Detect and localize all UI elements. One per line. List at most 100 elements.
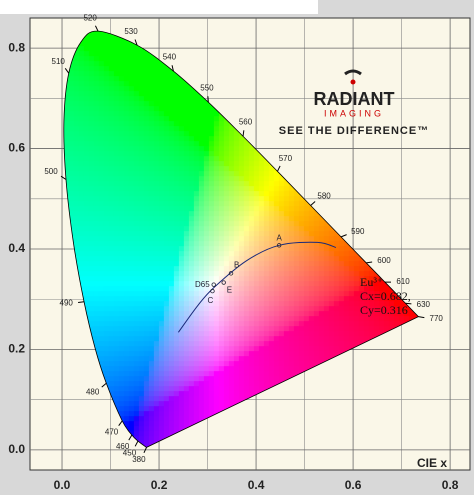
color-cell — [93, 51, 100, 57]
color-cell — [153, 256, 160, 262]
color-cell — [158, 351, 165, 357]
color-cell — [213, 311, 220, 317]
color-cell — [313, 211, 320, 217]
color-cell — [223, 361, 230, 367]
color-cell — [108, 291, 115, 297]
color-cell — [83, 266, 90, 272]
color-cell — [233, 266, 240, 272]
top-strip — [0, 0, 318, 14]
color-cell — [113, 321, 120, 327]
color-cell — [108, 271, 115, 277]
color-cell — [133, 126, 140, 132]
color-cell — [123, 181, 130, 187]
color-cell — [93, 176, 100, 182]
color-cell — [248, 361, 255, 367]
color-cell — [313, 361, 320, 367]
color-cell — [263, 266, 270, 272]
color-cell — [273, 191, 280, 197]
color-cell — [303, 276, 310, 282]
color-cell — [133, 151, 140, 157]
color-cell — [298, 206, 305, 212]
color-cell — [238, 341, 245, 347]
color-cell — [288, 186, 295, 192]
color-cell — [153, 66, 160, 72]
color-cell — [173, 256, 180, 262]
color-cell — [233, 131, 240, 137]
color-cell — [178, 101, 185, 107]
color-cell — [228, 256, 235, 262]
color-cell — [158, 256, 165, 262]
color-cell — [218, 166, 225, 172]
color-cell — [208, 246, 215, 252]
color-cell — [143, 276, 150, 282]
color-cell — [173, 286, 180, 292]
color-cell — [108, 331, 115, 337]
color-cell — [308, 206, 315, 212]
color-cell — [353, 331, 360, 337]
color-cell — [148, 331, 155, 337]
color-cell — [68, 206, 75, 212]
color-cell — [163, 71, 170, 77]
color-cell — [248, 281, 255, 287]
color-cell — [78, 91, 85, 97]
color-cell — [193, 326, 200, 332]
color-cell — [163, 166, 170, 172]
color-cell — [278, 251, 285, 257]
color-cell — [198, 141, 205, 147]
color-cell — [163, 161, 170, 167]
color-cell — [103, 61, 110, 67]
color-cell — [133, 166, 140, 172]
color-cell — [303, 231, 310, 237]
color-cell — [238, 226, 245, 232]
color-cell — [328, 311, 335, 317]
color-cell — [153, 336, 160, 342]
color-cell — [303, 221, 310, 227]
color-cell — [243, 301, 250, 307]
color-cell — [248, 371, 255, 377]
color-cell — [323, 246, 330, 252]
color-cell — [193, 271, 200, 277]
color-cell — [133, 56, 140, 62]
color-cell — [143, 206, 150, 212]
color-cell — [73, 246, 80, 252]
color-cell — [313, 306, 320, 312]
color-cell — [208, 141, 215, 147]
color-cell — [233, 231, 240, 237]
color-cell — [173, 361, 180, 367]
color-cell — [353, 286, 360, 292]
color-cell — [118, 136, 125, 142]
color-cell — [173, 296, 180, 302]
color-cell — [218, 146, 225, 152]
color-cell — [308, 336, 315, 342]
color-cell — [168, 221, 175, 227]
color-cell — [253, 326, 260, 332]
color-cell — [148, 66, 155, 72]
color-cell — [133, 61, 140, 67]
color-cell — [178, 96, 185, 102]
color-cell — [288, 336, 295, 342]
color-cell — [183, 366, 190, 372]
color-cell — [163, 76, 170, 82]
color-cell — [98, 131, 105, 137]
color-cell — [168, 106, 175, 112]
color-cell — [98, 76, 105, 82]
color-cell — [193, 231, 200, 237]
color-cell — [238, 276, 245, 282]
color-cell — [313, 301, 320, 307]
color-cell — [233, 331, 240, 337]
color-cell — [138, 166, 145, 172]
color-cell — [343, 281, 350, 287]
color-cell — [323, 281, 330, 287]
color-cell — [313, 246, 320, 252]
color-cell — [93, 101, 100, 107]
color-cell — [313, 231, 320, 237]
color-cell — [143, 296, 150, 302]
color-cell — [63, 176, 70, 182]
color-cell — [183, 201, 190, 207]
color-cell — [353, 261, 360, 267]
color-cell — [253, 281, 260, 287]
color-cell — [258, 236, 265, 242]
color-cell — [163, 216, 170, 222]
color-cell — [223, 186, 230, 192]
color-cell — [238, 301, 245, 307]
